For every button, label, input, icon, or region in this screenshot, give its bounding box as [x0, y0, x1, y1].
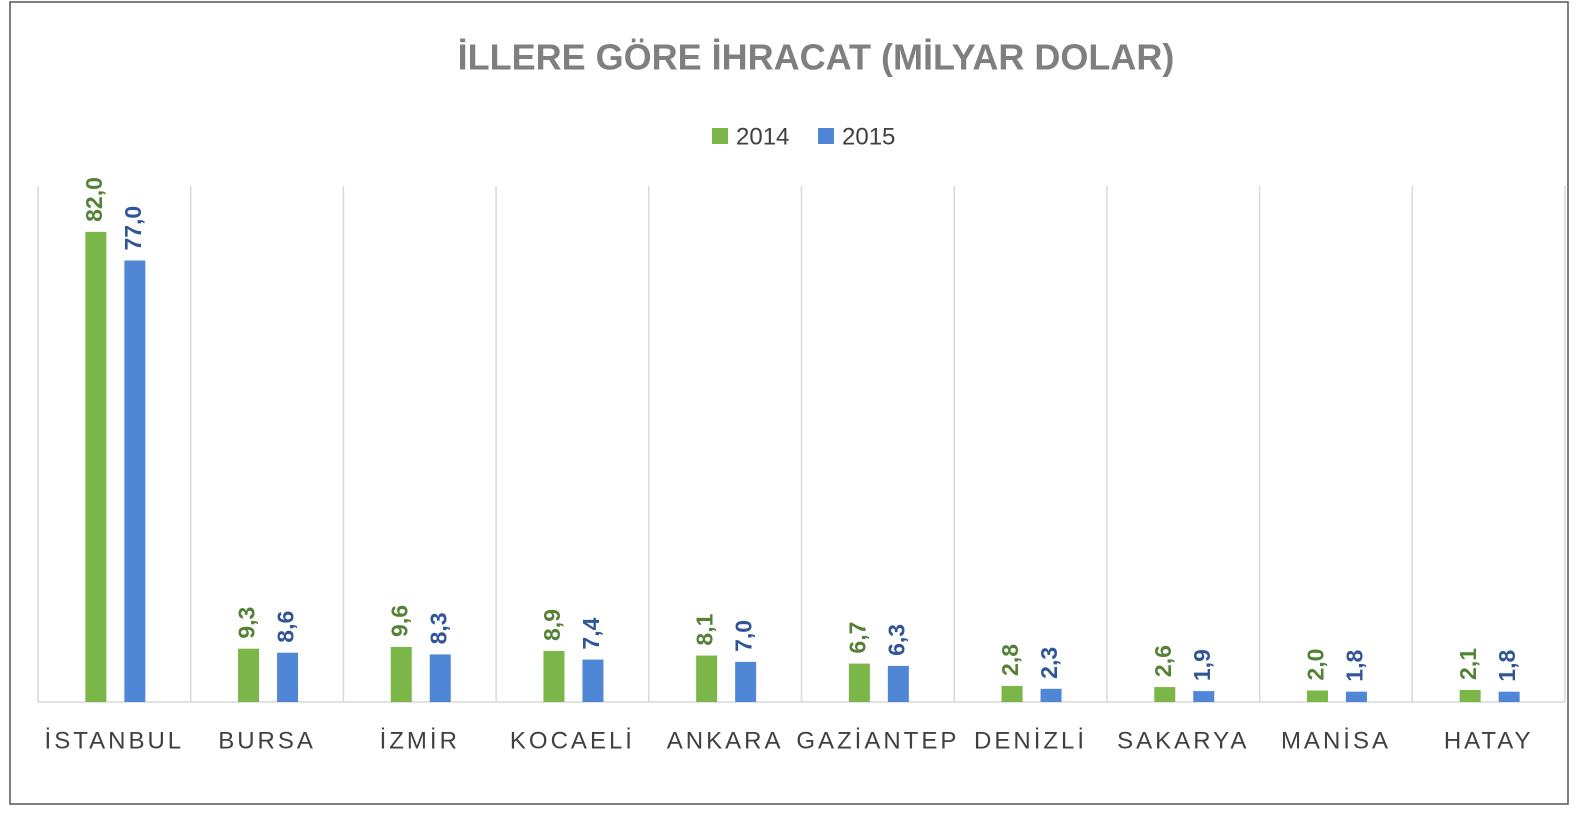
data-label: 6,3 [883, 624, 909, 656]
data-label: 9,6 [386, 605, 412, 637]
bar [277, 652, 299, 702]
data-label: 2,3 [1036, 647, 1062, 679]
data-label: 9,3 [234, 607, 260, 639]
data-label: 8,9 [539, 609, 565, 641]
x-tick-label: KOCAELİ [510, 727, 635, 754]
data-label: 7,4 [578, 617, 604, 649]
x-tick-label: İZMİR [380, 727, 460, 754]
x-tick-label: BURSA [218, 727, 316, 754]
data-label: 82,0 [81, 177, 107, 222]
bar [1345, 691, 1367, 702]
bar [848, 663, 870, 702]
bar [429, 654, 451, 702]
data-label: 8,3 [425, 612, 451, 644]
bar [238, 648, 260, 702]
bar [1193, 691, 1215, 702]
bar [1306, 690, 1328, 702]
data-label: 8,1 [692, 613, 718, 645]
data-label: 2,1 [1455, 648, 1481, 680]
legend-swatch [818, 128, 834, 144]
data-label: 7,0 [731, 620, 757, 652]
data-label: 2,6 [1150, 645, 1176, 677]
data-label: 8,6 [273, 611, 299, 643]
bar [1040, 688, 1062, 702]
bar [1154, 687, 1176, 702]
bar [887, 665, 909, 702]
bar [85, 231, 107, 702]
chart-frame [9, 1, 1569, 805]
bar [696, 655, 718, 702]
data-label: 1,8 [1494, 649, 1520, 681]
chart-title: İLLERE GÖRE İHRACAT (MİLYAR DOLAR) [458, 37, 1175, 78]
bar [1001, 685, 1023, 702]
data-label: 77,0 [120, 206, 146, 251]
data-label: 6,7 [844, 622, 870, 654]
bar [124, 260, 146, 702]
x-tick-label: HATAY [1444, 727, 1534, 754]
legend-label: 2015 [842, 123, 895, 150]
bar [1459, 689, 1481, 702]
data-label: 2,0 [1303, 649, 1329, 681]
legend-label: 2014 [736, 123, 789, 150]
x-tick-label: İSTANBUL [45, 727, 185, 754]
x-tick-label: GAZİANTEP [796, 727, 959, 754]
bar [1498, 691, 1520, 702]
bar [390, 646, 412, 702]
x-tick-label: DENİZLİ [974, 727, 1087, 754]
bar [582, 659, 604, 702]
data-label: 2,8 [997, 644, 1023, 676]
x-tick-label: SAKARYA [1117, 727, 1249, 754]
bar [735, 661, 757, 702]
bar [543, 650, 565, 702]
legend-swatch [712, 128, 728, 144]
x-tick-label: ANKARA [667, 727, 784, 754]
x-tick-label: MANİSA [1281, 727, 1391, 754]
data-label: 1,8 [1342, 649, 1368, 681]
data-label: 1,9 [1189, 649, 1215, 681]
